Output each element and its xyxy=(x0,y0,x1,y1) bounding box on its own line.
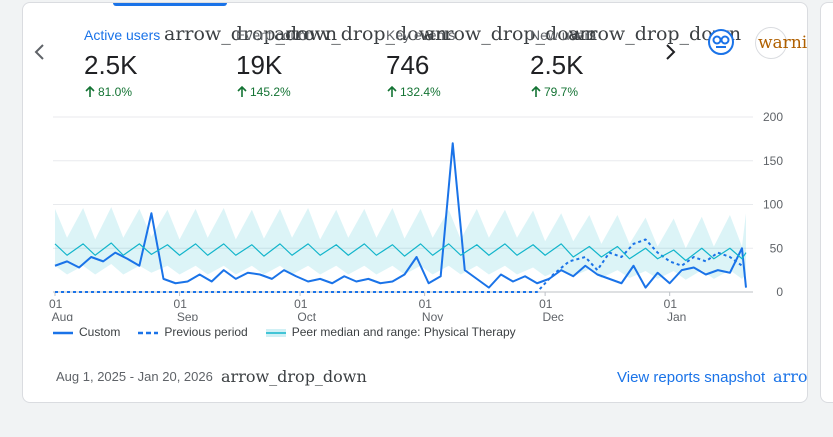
tab-icon[interactable]: arrow_drop_down xyxy=(424,23,598,45)
date-icon[interactable]: arrow_drop_down xyxy=(221,367,367,386)
date-range[interactable]: Aug 1, 2025 - Jan 20, 2026 xyxy=(56,369,213,384)
tab-icon[interactable]: arrow_drop_down xyxy=(164,23,338,45)
link-icon[interactable]: arrow_forward xyxy=(773,367,808,386)
tab-change: 81.0% xyxy=(98,85,133,99)
warning-button[interactable] xyxy=(755,27,787,59)
active-indicator xyxy=(113,3,227,6)
x-tick-label: 01 Jan xyxy=(664,297,687,321)
tab-label[interactable]: Event count xyxy=(236,27,310,43)
peer-range xyxy=(55,207,746,280)
legend-label: Custom xyxy=(79,325,121,339)
tab-label[interactable]: Key events xyxy=(386,27,456,43)
legend-label: Peer median and range: Physical Therapy xyxy=(291,325,516,339)
series-line xyxy=(54,142,747,289)
legend-item: Previous period xyxy=(138,325,248,339)
y-tick-label: 200 xyxy=(763,110,783,124)
x-tick-label: 01 Oct xyxy=(294,297,317,321)
tab-value: 19K xyxy=(236,50,283,80)
x-tick-label: 01 Nov xyxy=(419,297,444,321)
tab-value: 746 xyxy=(386,50,430,80)
tab-icon[interactable]: arrow_drop_down xyxy=(568,23,742,45)
legend: Custom Previous period Peer median and ran… xyxy=(53,325,516,339)
y-tick-label: 100 xyxy=(763,198,783,212)
x-tick-label: 01 Dec xyxy=(539,297,564,321)
legend-item: Custom xyxy=(53,325,120,339)
change-arrow xyxy=(85,85,95,97)
snapshot-link[interactable]: View reports snapshot xyxy=(617,369,766,386)
tab-icon[interactable]: arrow_drop_down xyxy=(274,23,448,45)
chart: 0 50 100 150 200 01 Aug 01 Sep 01 Oct 01 Nov 01 D… xyxy=(49,110,784,321)
change-arrow xyxy=(531,85,541,97)
tab-label[interactable]: Active users xyxy=(84,27,161,43)
next-card xyxy=(820,2,833,403)
x-tick-label: 01 Sep xyxy=(174,297,199,321)
tab-change: 79.7% xyxy=(544,85,579,99)
y-tick-label: 0 xyxy=(776,285,783,299)
y-tick-label: 150 xyxy=(763,154,783,168)
tab-value: 2.5K xyxy=(530,50,584,80)
change-arrow xyxy=(237,85,247,97)
tab-change: 145.2% xyxy=(250,85,291,99)
y-tick-label: 50 xyxy=(770,241,784,255)
series-line xyxy=(55,238,743,293)
prev-button[interactable] xyxy=(33,43,47,61)
tab-label[interactable]: New users xyxy=(530,27,597,43)
legend-item: Peer median and range: Physical Therapy xyxy=(265,325,516,339)
insights-icon[interactable] xyxy=(706,27,736,57)
tab-value: 2.5K xyxy=(84,50,138,80)
series-line xyxy=(54,242,747,262)
change-arrow xyxy=(387,85,397,97)
legend-label: Previous period xyxy=(164,325,248,339)
legend-swatch xyxy=(265,327,286,337)
tab-change: 132.4% xyxy=(400,85,441,99)
legend-swatch xyxy=(138,327,159,337)
warning-icon: warning xyxy=(758,33,808,53)
legend-swatch xyxy=(53,327,73,337)
card: Active users arrow_drop_down 2.5K 81.0% Even… xyxy=(22,2,808,403)
next-button[interactable] xyxy=(663,43,677,61)
x-tick-label: 01 Aug xyxy=(49,297,73,321)
